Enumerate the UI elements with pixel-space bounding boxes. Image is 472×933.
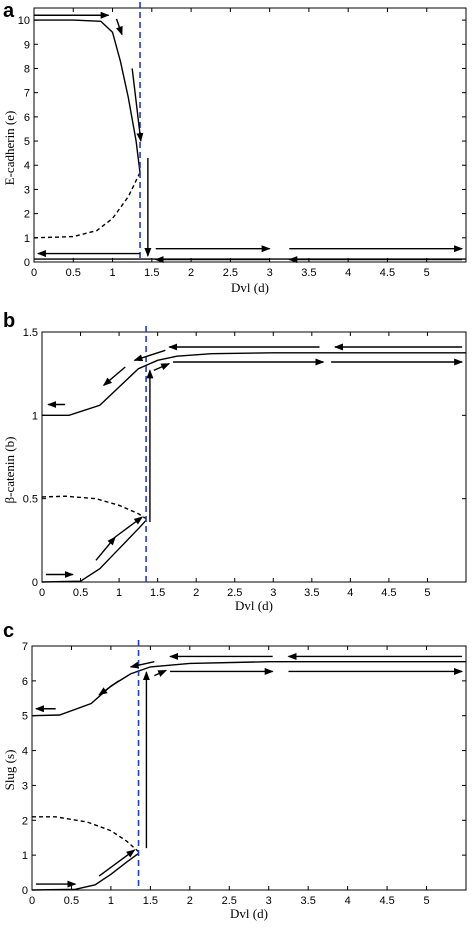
x-tick-label: 2.5: [222, 895, 237, 907]
panel-letter-b: b: [3, 310, 15, 332]
x-tick-label: 1: [116, 587, 122, 599]
x-tick-label: 2.5: [223, 267, 238, 279]
y-tick-label: 2: [22, 815, 28, 827]
x-tick-label: 3.5: [304, 587, 319, 599]
hysteresis-arrow: [115, 18, 123, 36]
chart-b-svg: b 0 0.5 1 1.5 2 2.5 3 3.5 4 4.5 5 0 0.5 1 1.5 Dvl (d) β-…: [2, 310, 467, 613]
y-tick-label: 9: [24, 39, 30, 51]
y-tick-label: 0: [22, 885, 28, 897]
x-tick-label: 4.5: [379, 895, 394, 907]
hysteresis-arrow: [102, 366, 126, 386]
stable-branch-line: [41, 519, 147, 583]
x-tick-label: 0.5: [64, 895, 79, 907]
x-tick-label: 1: [108, 895, 114, 907]
y-tick-label: 5: [22, 711, 28, 723]
panel-a: a 0 0.5 1 1.5 2 2.5 3 3.5 4 4.5 5 0 1 2 3 4 5 6 7 8 9 10 Dvl (…: [0, 0, 472, 310]
y-tick-label: 1: [22, 850, 28, 862]
y-tick-label: 5: [24, 136, 30, 148]
x-tick-label: 3: [267, 267, 273, 279]
x-axis-label: Dvl (d): [231, 280, 269, 295]
x-tick-label: 0: [29, 895, 35, 907]
stable-branch-line: [34, 19, 141, 173]
y-tick-label: 2: [24, 209, 30, 221]
y-tick-label: 10: [18, 15, 30, 27]
plot-frame-b: [41, 331, 467, 583]
y-tick-label: 1: [24, 233, 30, 245]
x-tick-label: 0.5: [73, 587, 88, 599]
hysteresis-arrow: [98, 849, 136, 877]
y-axis-label: E-cadherin (e): [2, 111, 17, 186]
x-tick-label: 2: [188, 267, 194, 279]
y-tick-label: 0: [24, 257, 30, 269]
x-tick-label: 1: [109, 267, 115, 279]
x-tick-label: 2.5: [227, 587, 242, 599]
x-tick-label: 4: [347, 587, 353, 599]
x-tick-label: 5: [423, 895, 429, 907]
y-tick-label: 4: [22, 746, 28, 758]
chart-c-svg: c 0 0.5 1 1.5 2 2.5 3 3.5 4 4.5 5 0 1 2 3 4 5 6 7 Dvl (d) Sl…: [2, 620, 467, 921]
hysteresis-arrow: [154, 669, 168, 677]
x-axis-label: Dvl (d): [230, 906, 268, 921]
hysteresis-arrow: [133, 349, 166, 362]
stable-branch-line: [31, 852, 139, 891]
hysteresis-arrow: [114, 516, 144, 538]
x-tick-label: 1.5: [143, 895, 158, 907]
y-axis-label: Slug (s): [2, 750, 17, 791]
y-tick-label: 1: [32, 410, 38, 422]
x-tick-label: 3: [266, 895, 272, 907]
unstable-branch-line: [32, 816, 139, 853]
x-tick-label: 5: [424, 587, 430, 599]
stable-branch-line: [31, 661, 466, 717]
panel-b: b 0 0.5 1 1.5 2 2.5 3 3.5 4 4.5 5 0 0.5 1 1.5 Dvl (d) β-…: [0, 310, 472, 620]
hysteresis-arrow: [129, 661, 155, 669]
x-tick-label: 1.5: [144, 267, 159, 279]
x-axis-label: Dvl (d): [235, 598, 273, 613]
y-tick-label: 8: [24, 63, 30, 75]
y-tick-label: 7: [22, 641, 28, 653]
chart-a-svg: a 0 0.5 1 1.5 2 2.5 3 3.5 4 4.5 5 0 1 2 3 4 5 6 7 8 9 10 Dvl (…: [2, 0, 467, 295]
x-tick-label: 5: [424, 267, 430, 279]
y-tick-label: 4: [24, 160, 30, 172]
x-tick-label: 1.5: [150, 587, 165, 599]
x-tick-label: 4.5: [380, 267, 395, 279]
x-tick-label: 0: [31, 267, 37, 279]
hysteresis-arrow: [98, 680, 120, 696]
x-tick-label: 2: [193, 587, 199, 599]
hysteresis-arrow: [153, 363, 171, 371]
y-tick-label: 6: [24, 112, 30, 124]
panel-c: c 0 0.5 1 1.5 2 2.5 3 3.5 4 4.5 5 0 1 2 3 4 5 6 7 Dvl (d) Sl…: [0, 620, 472, 933]
panel-letter-a: a: [3, 0, 15, 22]
x-tick-label: 3.5: [301, 895, 316, 907]
y-tick-label: 3: [22, 780, 28, 792]
hysteresis-arrow: [131, 68, 144, 143]
y-tick-label: 3: [24, 184, 30, 196]
x-tick-label: 0.5: [66, 267, 81, 279]
x-tick-label: 0: [39, 587, 45, 599]
stable-branch-line: [42, 352, 466, 416]
x-tick-label: 3: [270, 587, 276, 599]
hysteresis-arrow: [95, 536, 116, 561]
x-tick-label: 2: [187, 895, 193, 907]
x-tick-label: 4.5: [381, 587, 396, 599]
y-axis-label: β-catenin (b): [2, 437, 17, 504]
y-tick-label: 0.5: [23, 494, 38, 506]
plot-frame-a: [33, 7, 467, 263]
x-tick-label: 3.5: [301, 267, 316, 279]
plot-frame-c: [31, 645, 467, 891]
x-tick-label: 4: [345, 267, 351, 279]
y-tick-label: 0: [32, 577, 38, 589]
y-tick-label: 6: [22, 676, 28, 688]
y-tick-label: 7: [24, 88, 30, 100]
panel-letter-c: c: [3, 620, 14, 642]
unstable-branch-line: [33, 172, 141, 239]
y-tick-label: 1.5: [23, 327, 38, 339]
x-tick-label: 4: [345, 895, 351, 907]
unstable-branch-line: [41, 495, 147, 520]
